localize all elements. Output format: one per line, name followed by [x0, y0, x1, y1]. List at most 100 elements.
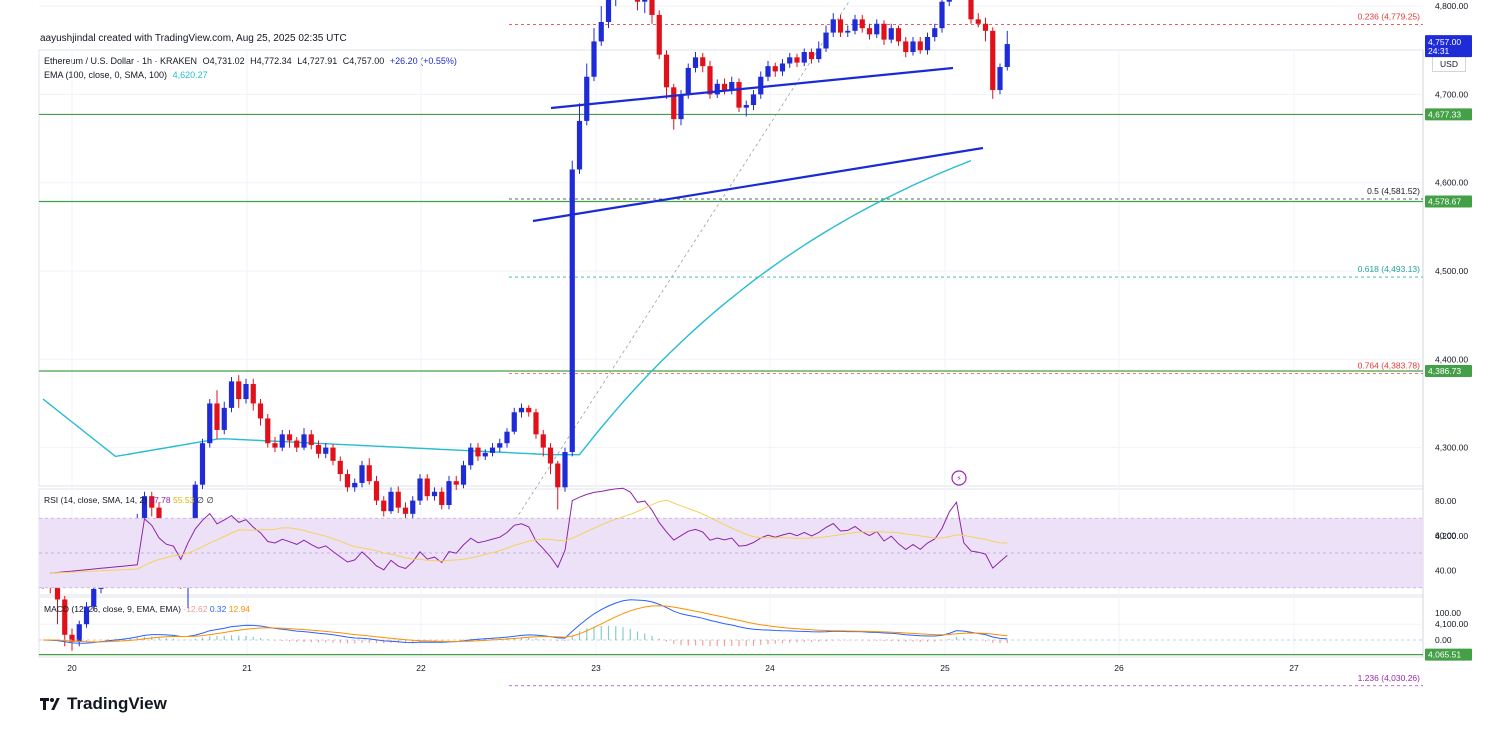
price-level-box	[1425, 108, 1472, 121]
fib-level-label: 0.236 (4,779.25)	[1358, 11, 1421, 21]
price-axis-tick: 4,700.00	[1435, 89, 1468, 99]
change-value: +26.20 (+0.55%)	[389, 56, 457, 66]
candle-body	[975, 19, 981, 24]
candle-body	[605, 0, 612, 22]
candle-body	[997, 67, 1003, 90]
candle-body	[765, 66, 771, 77]
candle-body	[424, 478, 430, 497]
candle-body	[917, 41, 923, 51]
candle-body	[903, 41, 909, 53]
candle-body	[402, 507, 409, 514]
low-value: L4,727.91	[297, 56, 338, 66]
price-level-box	[1425, 648, 1472, 661]
candle-body	[475, 447, 481, 457]
rsi-axis-tick: 40.00	[1435, 565, 1457, 575]
symbol-title[interactable]: Ethereum / U.S. Dollar · 1h · KRAKEN	[44, 56, 198, 66]
candle-body	[837, 19, 844, 33]
macd-line	[42, 599, 1008, 644]
candle-body	[779, 63, 786, 72]
candle-body	[236, 381, 242, 400]
fib-level-label: 0.764 (4,383.78)	[1358, 361, 1421, 371]
candle-body	[591, 41, 597, 77]
fib-level-label: 1.236 (4,030.26)	[1358, 673, 1421, 683]
candle-body	[671, 87, 677, 120]
candle-body	[330, 447, 336, 461]
candle-body	[337, 460, 343, 475]
price-axis-tick: 4,600.00	[1435, 178, 1468, 188]
candle-body	[939, 1, 945, 29]
x-axis-label: 20	[67, 663, 77, 673]
candle-body	[881, 23, 887, 40]
candle-body	[141, 496, 148, 519]
candle-body	[714, 83, 720, 95]
candle-body	[453, 481, 459, 485]
candle-body	[584, 76, 590, 121]
macd-label[interactable]: MACD (12, 26, close, 9, EMA, EMA)	[44, 604, 181, 614]
candle-body	[381, 500, 387, 512]
tradingview-logo[interactable]: TradingView	[40, 694, 167, 714]
fib-level-label: 0.618 (4,493.13)	[1358, 264, 1421, 274]
macd-signal-line	[43, 605, 1008, 643]
x-axis-label: 25	[940, 663, 950, 673]
candle-body	[656, 14, 662, 55]
candle-body	[460, 465, 467, 485]
open-value: O4,731.02	[202, 56, 245, 66]
candle-body	[62, 599, 68, 635]
rsi-label[interactable]: RSI (14, close, SMA, 14, 2)	[44, 495, 147, 505]
high-value: H4,772.34	[250, 56, 292, 66]
candle-body	[504, 431, 510, 444]
candle-body	[642, 0, 648, 2]
candle-body	[801, 52, 807, 63]
candle-body	[272, 443, 278, 448]
candle-body	[982, 23, 989, 31]
candle-body	[511, 412, 517, 432]
price-axis-tick: 4,500.00	[1435, 266, 1468, 276]
candle-body	[895, 28, 902, 42]
close-value: C4,757.00	[342, 56, 385, 66]
candle-body	[649, 0, 655, 15]
candle-body	[1004, 44, 1010, 68]
candle-body	[634, 0, 641, 2]
price-level-label: 4,386.73	[1428, 366, 1461, 376]
candle-body	[598, 21, 604, 42]
candle-body	[540, 434, 546, 448]
candle-body	[265, 418, 271, 444]
candle-body	[286, 434, 293, 441]
candle-body	[787, 57, 793, 64]
x-axis-label: 24	[765, 663, 775, 673]
candle-body	[373, 481, 380, 501]
candle-body	[192, 484, 198, 536]
candle-body	[279, 434, 285, 448]
x-axis-label: 23	[591, 663, 601, 673]
candle-body	[736, 82, 742, 108]
price-axis-tick: 4,100.00	[1435, 619, 1468, 629]
candle-body	[569, 169, 575, 453]
current-price-box	[1425, 35, 1472, 58]
ema-label[interactable]: EMA (100, close, 0, SMA, 100)	[44, 70, 168, 80]
price-axis-tick: 4,200.00	[1435, 531, 1468, 541]
event-flag-icon	[951, 470, 967, 486]
event-flag-glyph: ⚡	[956, 474, 962, 483]
candle-body	[968, 0, 974, 20]
channel-lower-line	[532, 146, 984, 223]
price-axis-tick: 4,400.00	[1435, 354, 1468, 364]
candle-body	[489, 447, 496, 453]
candle-body	[439, 491, 445, 505]
candle-body	[315, 444, 322, 454]
candle-body	[555, 463, 561, 488]
macd-axis-tick: 0.00	[1435, 635, 1452, 645]
candle-body	[547, 447, 554, 464]
x-axis-label: 27	[1289, 663, 1299, 673]
rsi-value: 47.78	[149, 495, 171, 505]
candle-body	[758, 76, 764, 95]
candle-body	[417, 478, 423, 501]
candle-body	[750, 94, 757, 105]
macd-legend: MACD (12, 26, close, 9, EMA, EMA) -12.62…	[44, 604, 250, 614]
candle-body	[344, 474, 351, 488]
rsi-line	[50, 487, 1008, 574]
candle-body	[859, 19, 865, 29]
candle-body	[308, 434, 314, 445]
candle-body	[946, 0, 952, 2]
bar-countdown-label: 24:31	[1428, 46, 1450, 56]
